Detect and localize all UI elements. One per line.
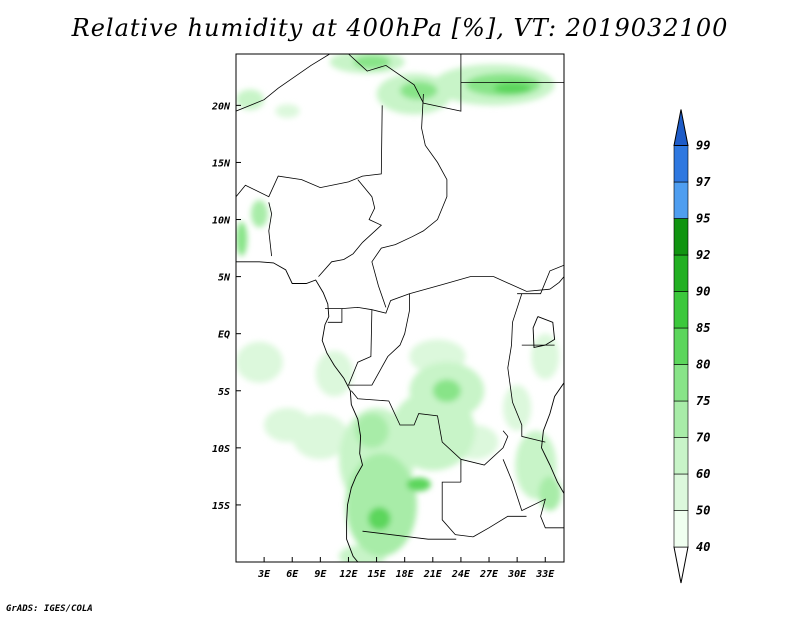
country-border [362,530,457,540]
lon-tick-label: 21E [423,569,443,580]
humidity-patch [432,379,461,403]
colorbar-segment [673,364,689,402]
country-border [371,93,448,308]
lat-tick-label: 5S [218,387,230,398]
lon-tick-label: 33E [535,569,555,580]
humidity-patch [292,413,349,460]
colorbar-segment [673,437,689,475]
colorbar: 40 50 60 70 75 80 85 90 92 95 97 99 [673,109,711,584]
country-border [318,179,383,277]
lon-tick-label: 12E [339,569,358,580]
lon-tick-label: 18E [396,569,415,580]
humidity-patch [406,477,431,492]
map-frame [235,53,565,563]
humidity-patch [503,385,532,431]
country-border [507,293,546,443]
colorbar-segment [673,291,689,329]
lon-tick-label: 9E [314,569,327,580]
humidity-patch [355,413,389,448]
lat-tick-label: 10N [212,216,231,227]
country-border [268,202,273,257]
lat-tick-label: 20N [211,101,231,112]
boundary-layer [236,54,564,562]
colorbar-upper-arrow [673,109,689,146]
country-border [441,481,474,538]
colorbar-label: 99 [696,139,710,153]
humidity-patch [538,476,562,511]
country-border [348,54,462,112]
colorbar-segment [673,400,689,438]
colorbar-label: 85 [696,321,710,335]
lat-tick-label: 15S [212,501,230,512]
colorbar-segment [673,254,689,292]
colorbar-label: 90 [696,285,710,299]
colorbar-label: 50 [696,504,710,518]
coastline [541,382,564,494]
colorbar-lower-arrow [673,546,689,584]
country-border [549,276,564,290]
country-border [502,459,564,529]
humidity-patch [400,81,438,100]
colorbar-segment [673,218,689,256]
colorbar-label: 70 [696,431,710,445]
coastline [236,261,363,562]
colorbar-segment [673,510,689,548]
country-border [472,515,527,538]
colorbar-label: 97 [696,175,711,189]
humidity-patch [315,350,354,397]
humidity-patch [236,341,283,383]
humidity-patch [531,333,560,380]
lon-tick-label: 24E [451,569,471,580]
humidity-patch [345,453,417,557]
country-border [460,430,509,466]
country-border [325,308,343,323]
grads-credit: GrADS: IGES/COLA [6,604,93,614]
colorbar-label: 92 [696,248,710,262]
colorbar-label: 75 [696,394,710,408]
lon-tick-label: 6E [286,569,299,580]
map-title: Relative humidity at 400hPa [%], VT: 201… [71,14,729,42]
lat-tick-label: 10S [212,444,230,455]
colorbar-label: 95 [696,212,710,226]
humidity-field-layer [236,54,562,562]
lon-tick-label: 30E [507,569,527,580]
country-border [236,54,330,112]
country-border [350,390,462,483]
humidity-patch [236,89,265,110]
country-border [236,105,383,198]
colorbar-segment [673,181,689,219]
humidity-patch [275,104,300,118]
colorbar-label: 40 [696,540,710,554]
country-border [347,293,410,386]
lon-tick-label: 27E [479,569,499,580]
colorbar-label: 60 [696,467,710,481]
lat-tick-label: 5N [218,273,231,284]
colorbar-segment [673,327,689,365]
colorbar-segment [673,145,689,183]
colorbar-label: 80 [696,358,710,372]
lat-tick-label: 15N [212,158,231,169]
humidity-patch [236,221,248,257]
country-border [517,264,564,295]
humidity-patch [368,507,391,531]
axis-layer: 3E 6E 9E 12E 15E 18E 21E 24E 27E 30E 33E 20N 15N 10N 5… [211,101,555,580]
humidity-patch [493,82,532,94]
lon-tick-label: 3E [257,569,271,580]
lat-tick-label: EQ [218,330,230,341]
lon-tick-label: 15E [368,569,387,580]
colorbar-segment [673,473,689,511]
humidity-patch [250,200,268,228]
humidity-patch [353,55,391,69]
